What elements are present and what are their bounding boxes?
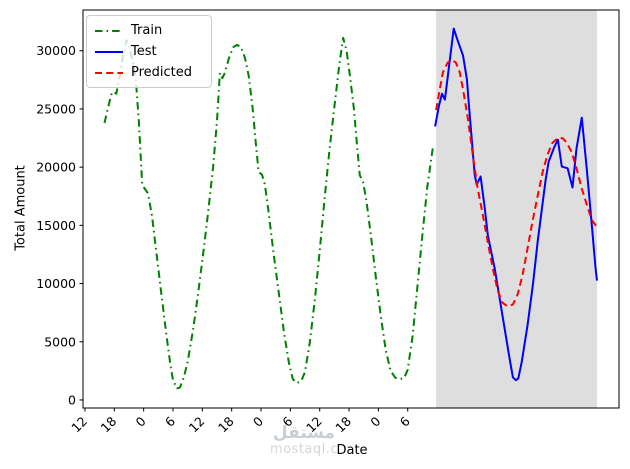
series-test-line xyxy=(434,27,598,382)
legend-train-line-sample xyxy=(95,29,123,32)
x-tick-label: 18 xyxy=(332,413,354,435)
y-tick-label: 15000 xyxy=(36,218,76,233)
watermark-latin-text: mostaql.c xyxy=(269,441,339,457)
legend-test-line-sample xyxy=(95,50,123,53)
x-tick-label: 6 xyxy=(279,413,295,429)
y-tick-label: 25000 xyxy=(36,101,76,116)
x-tick-label: 12 xyxy=(68,414,90,436)
y-tick-label: 30000 xyxy=(36,43,76,58)
y-tick-label: 10000 xyxy=(36,276,76,291)
series-predicted-line xyxy=(435,59,597,308)
x-tick-label: 18 xyxy=(215,413,237,435)
x-axis-label: Date xyxy=(336,443,368,458)
legend-entry-test: Test xyxy=(94,42,202,61)
legend-entry-predicted: Predicted xyxy=(94,63,202,82)
x-tick-label: 18 xyxy=(98,413,120,435)
y-tick-label: 20000 xyxy=(36,160,76,175)
y-tick-label: 5000 xyxy=(44,334,76,349)
x-tick-label: 0 xyxy=(367,413,383,429)
legend-label-test: Test xyxy=(131,44,157,59)
watermark-arabic-text: مستقل xyxy=(272,423,336,443)
legend-label-train: Train xyxy=(131,23,163,38)
watermark: مستقل mostaql.c xyxy=(266,423,342,457)
legend-label-predicted: Predicted xyxy=(131,65,193,80)
x-tick-label: 12 xyxy=(303,414,325,436)
legend-predicted-line-sample xyxy=(95,71,123,74)
x-tick-label: 12 xyxy=(186,414,208,436)
x-tick-label: 6 xyxy=(162,413,178,429)
y-axis-label: Total Amount xyxy=(13,165,29,251)
legend: Train Test Predicted xyxy=(86,15,212,88)
axes-spines xyxy=(82,9,620,409)
y-tick-label: 0 xyxy=(68,392,76,407)
legend-entry-train: Train xyxy=(94,21,202,40)
x-tick-label: 0 xyxy=(250,413,266,429)
series-train-line xyxy=(103,36,435,390)
forecast-shaded-region xyxy=(436,10,597,408)
x-tick-label: 0 xyxy=(133,413,149,429)
x-tick-label: 6 xyxy=(397,413,413,429)
